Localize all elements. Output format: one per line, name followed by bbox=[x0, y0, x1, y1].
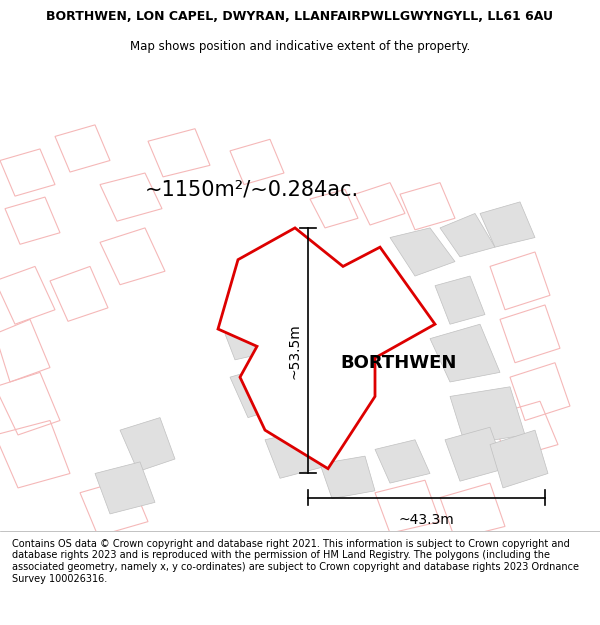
Text: ~43.3m: ~43.3m bbox=[398, 513, 454, 527]
Polygon shape bbox=[480, 202, 535, 247]
Polygon shape bbox=[265, 428, 335, 478]
Text: BORTHWEN: BORTHWEN bbox=[340, 354, 457, 372]
Polygon shape bbox=[120, 418, 175, 471]
Text: ~53.5m: ~53.5m bbox=[287, 322, 301, 379]
Text: Map shows position and indicative extent of the property.: Map shows position and indicative extent… bbox=[130, 40, 470, 52]
Text: BORTHWEN, LON CAPEL, DWYRAN, LLANFAIRPWLLGWYNGYLL, LL61 6AU: BORTHWEN, LON CAPEL, DWYRAN, LLANFAIRPWL… bbox=[47, 10, 554, 23]
Polygon shape bbox=[490, 430, 548, 488]
Polygon shape bbox=[435, 276, 485, 324]
Polygon shape bbox=[390, 228, 455, 276]
Polygon shape bbox=[225, 327, 265, 360]
Text: ~1150m²/~0.284ac.: ~1150m²/~0.284ac. bbox=[145, 180, 359, 200]
Polygon shape bbox=[375, 440, 430, 483]
Polygon shape bbox=[445, 428, 505, 481]
Polygon shape bbox=[320, 456, 375, 499]
Polygon shape bbox=[430, 324, 500, 382]
Polygon shape bbox=[95, 462, 155, 514]
Polygon shape bbox=[450, 387, 525, 444]
Polygon shape bbox=[230, 366, 285, 418]
Text: Contains OS data © Crown copyright and database right 2021. This information is : Contains OS data © Crown copyright and d… bbox=[12, 539, 579, 584]
Polygon shape bbox=[440, 214, 495, 257]
Polygon shape bbox=[218, 228, 435, 469]
